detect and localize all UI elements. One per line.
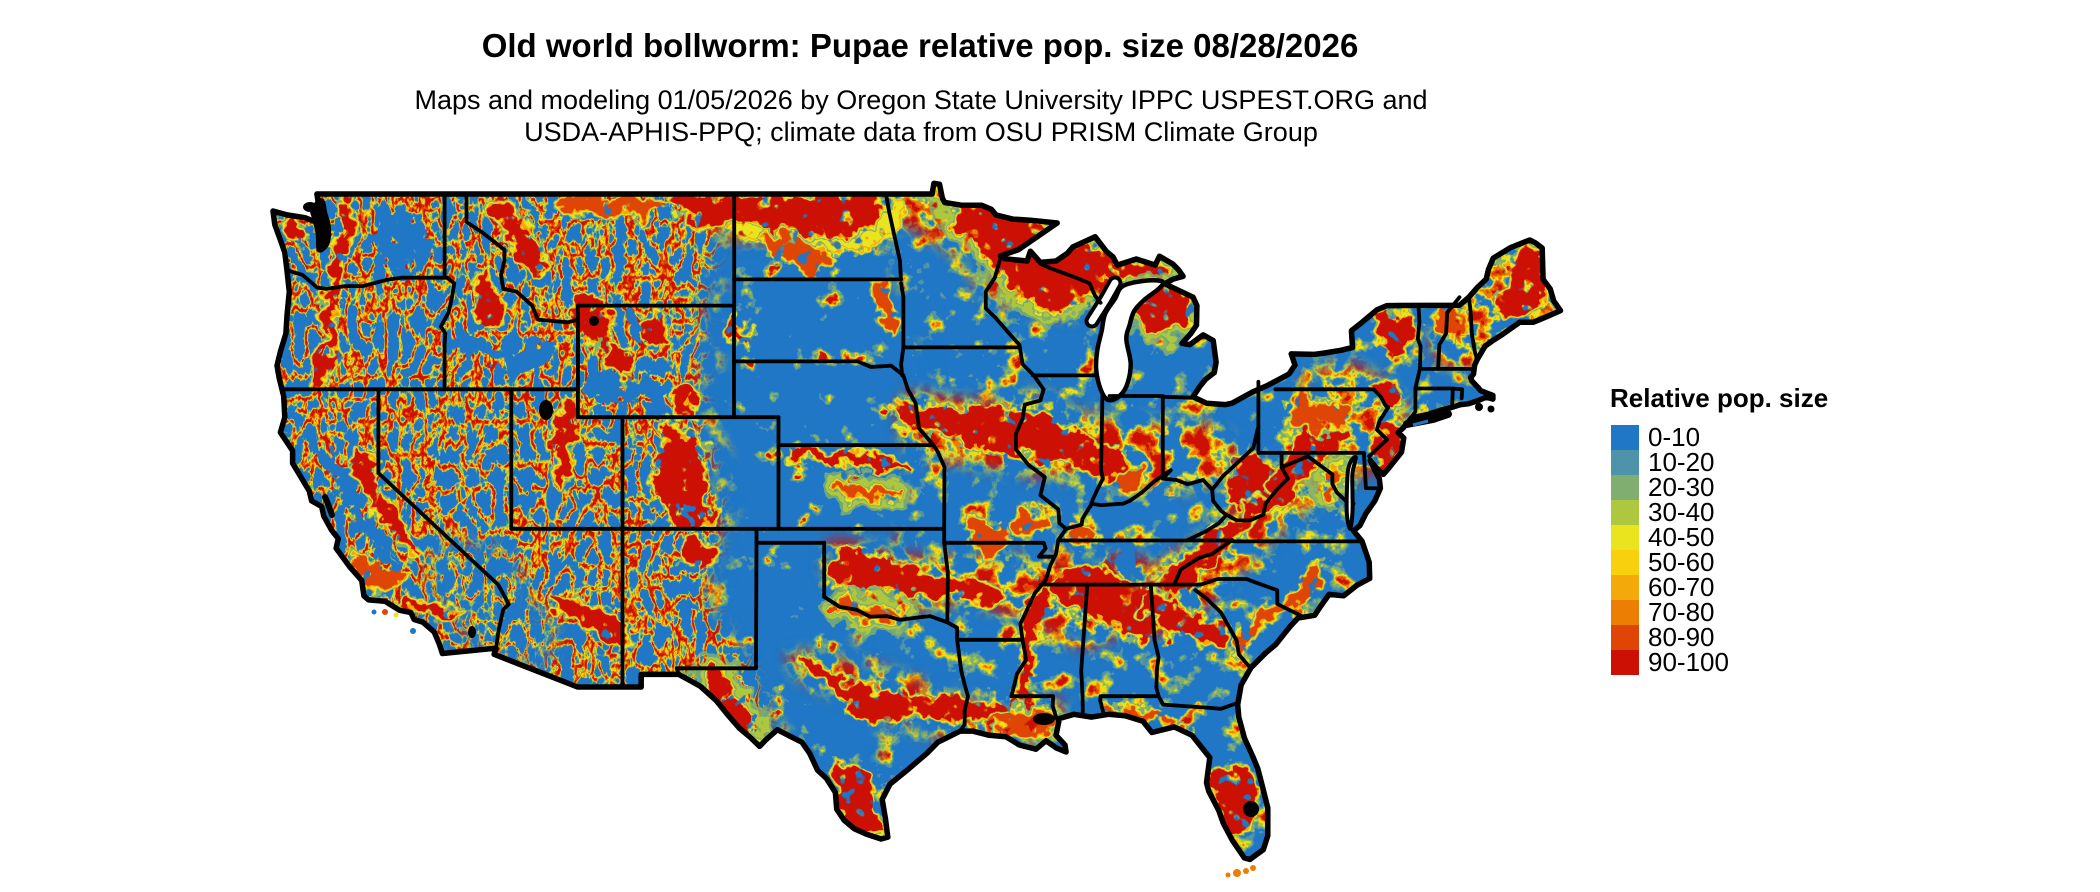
svg-text:Relative pop. size: Relative pop. size	[1610, 383, 1828, 413]
svg-text:USDA-APHIS-PPQ; climate data f: USDA-APHIS-PPQ; climate data from OSU PR…	[524, 117, 1318, 147]
svg-text:50-60: 50-60	[1648, 547, 1715, 577]
svg-text:90-100: 90-100	[1648, 647, 1729, 677]
svg-text:Old world bollworm: Pupae rela: Old world bollworm: Pupae relative pop. …	[482, 27, 1359, 64]
svg-text:40-50: 40-50	[1648, 522, 1715, 552]
svg-text:70-80: 70-80	[1648, 597, 1715, 627]
svg-text:Maps and modeling 01/05/2026 b: Maps and modeling 01/05/2026 by Oregon S…	[414, 85, 1427, 115]
svg-text:60-70: 60-70	[1648, 572, 1715, 602]
svg-text:10-20: 10-20	[1648, 447, 1715, 477]
svg-text:80-90: 80-90	[1648, 622, 1715, 652]
svg-text:0-10: 0-10	[1648, 422, 1700, 452]
svg-text:30-40: 30-40	[1648, 497, 1715, 527]
svg-text:20-30: 20-30	[1648, 472, 1715, 502]
